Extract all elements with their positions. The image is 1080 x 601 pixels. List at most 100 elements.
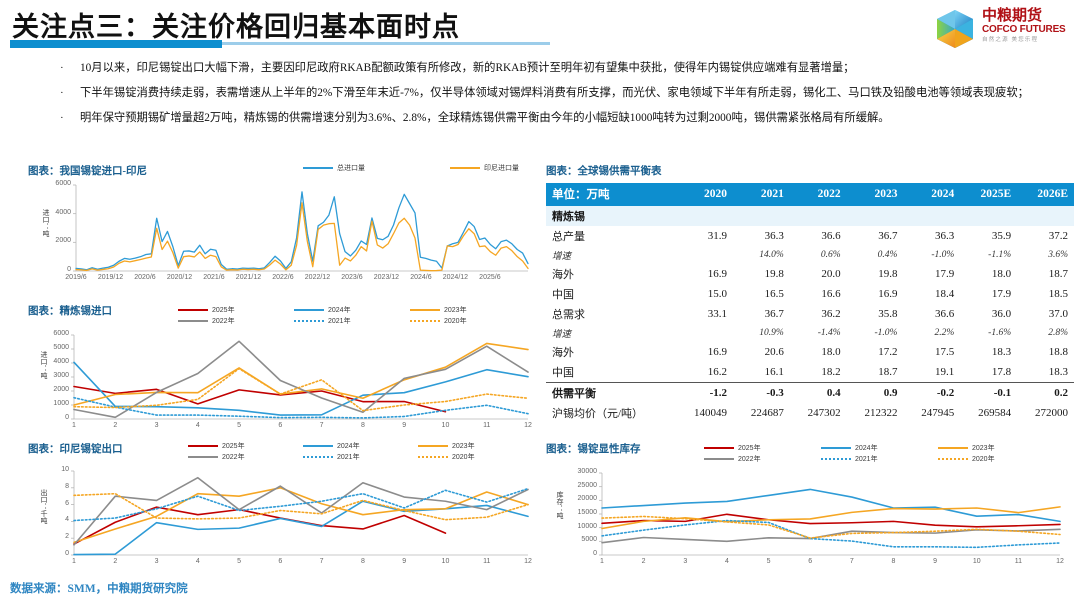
table-cell: 0.6% (820, 250, 841, 260)
table-row-label: 中国 (552, 367, 574, 379)
legend-item: 2024年 (294, 305, 410, 315)
y-axis-label: 出口：千吨 (40, 489, 47, 524)
y-tick-label: 6000 (55, 180, 71, 187)
table-cell: 224687 (750, 407, 784, 419)
y-tick-label: 8 (65, 482, 69, 490)
y-tick-label: 25000 (577, 481, 597, 489)
table-cell: 15.0 (707, 288, 727, 300)
legend-label: 2023年 (972, 445, 995, 452)
table-col-year: 2025E (960, 183, 1018, 206)
x-tick-label: 2024/6 (410, 274, 432, 281)
y-tick-label: 0 (65, 550, 69, 557)
list-item: · 10月以来，印尼锡锭出口大幅下滑，主要因印尼政府RKAB配额政策有所修改，新… (58, 59, 1064, 78)
x-tick-label: 10 (441, 558, 450, 565)
y-tick-label: 6000 (53, 330, 69, 337)
legend-label: 2021年 (855, 456, 878, 463)
table-cell: 247302 (807, 407, 841, 419)
chart-plot-area (71, 470, 529, 556)
legend-label: 2022年 (212, 318, 235, 325)
table-cell: 17.2 (878, 346, 898, 358)
legend-label: 2022年 (222, 454, 245, 461)
x-tick-label: 9 (402, 422, 407, 429)
x-tick-label: 8 (360, 558, 365, 565)
table-cell: 36.7 (764, 308, 784, 320)
table-cell: 35.9 (991, 230, 1012, 242)
legend-swatch (418, 456, 448, 458)
legend-item: 2021年 (303, 452, 418, 462)
series-line (601, 513, 1061, 528)
chart-canvas-import-indonesia: 总进口量 印尼进口量 进口：吨 0 2000 4000 6000 2019/6 2019/12 2… (28, 163, 536, 295)
table-cell: 18.0 (991, 268, 1012, 280)
chart-canvas-refined-tin-import: 2025年 2024年 2023年 2022年 2021年 2020年 进口：吨 0 1000 2… (28, 303, 536, 441)
table-cell: 2.2% (934, 328, 955, 338)
table-cell: -1.6% (988, 328, 1012, 338)
y-tick-label: 4 (65, 516, 69, 524)
chart-panel-import-indonesia: 图表：我国锡锭进口-印尼 总进口量 印尼进口量 进口：吨 0 2000 4000 6000 2… (28, 163, 536, 295)
series-line (601, 488, 1061, 523)
legend-swatch (303, 456, 333, 458)
chart-legend: 2025年 2024年 2023年 2022年 2021年 2020年 (188, 441, 533, 462)
legend-label: 2020年 (444, 318, 467, 325)
series-line (73, 492, 529, 521)
legend-swatch (704, 457, 734, 461)
series-line (73, 487, 529, 544)
legend-label: 总进口量 (337, 165, 365, 172)
legend-swatch (178, 308, 208, 312)
table-title: 图表：全球锡供需平衡表 (546, 166, 662, 177)
table-cell: 16.9 (707, 268, 727, 280)
table-cell: 272000 (1035, 407, 1068, 419)
table-row: 海外 16.9 19.8 20.0 19.8 17.9 18.0 18.7 (546, 264, 1074, 284)
x-tick-label: 2022/6 (272, 274, 294, 281)
legend-swatch (410, 308, 440, 312)
table-cell: 18.0 (821, 346, 841, 358)
y-tick-label: 2 (65, 533, 69, 541)
table-row: 海外 16.9 20.6 18.0 17.2 17.5 18.3 18.8 (546, 342, 1074, 362)
table-cell: 37.2 (1048, 230, 1068, 242)
chart-title: 图表：锡锭显性库存 (546, 444, 641, 455)
slide-header: 关注点三：关注价格回归基本面时点 (0, 0, 1080, 52)
table-cell: -1.4% (817, 328, 841, 338)
table-cell: 16.9 (878, 288, 898, 300)
legend-swatch (294, 308, 324, 312)
x-tick-label: 2 (113, 422, 118, 429)
logo-cn-name: 中粮期货 (982, 8, 1043, 24)
series-line (73, 487, 529, 522)
table-cell: 18.7 (1048, 268, 1068, 280)
table-cell: 17.9 (991, 288, 1012, 300)
x-tick-label: 2 (113, 558, 118, 565)
table-cell: -0.2 (903, 382, 961, 403)
y-tick-label: 10 (61, 466, 69, 473)
table-cell: 31.9 (707, 230, 727, 242)
x-tick-label: 3 (683, 558, 688, 565)
x-tick-label: 3 (154, 422, 159, 429)
cofco-cube-icon (934, 8, 976, 50)
x-tick-label: 11 (483, 558, 491, 565)
table-cell: 35.8 (878, 308, 898, 320)
table-cell: 36.3 (764, 230, 784, 242)
series-line (73, 385, 447, 413)
legend-item: 2022年 (178, 316, 294, 326)
legend-swatch (938, 458, 968, 460)
legend-label: 2024年 (855, 445, 878, 452)
global-tin-balance-table: 单位：万吨 2020 2021 2022 2023 2024 2025E 2026E 精炼锡总… (546, 183, 1074, 423)
logo-tagline: 自然之源 美您乐程 (982, 37, 1039, 43)
x-tick-label: 2023/12 (373, 274, 400, 281)
y-tick-label: 10000 (577, 522, 597, 530)
table-cell: 16.1 (764, 366, 784, 378)
bullet-marker-icon: · (60, 87, 64, 99)
x-tick-label: 8 (360, 422, 365, 429)
table-cell: 16.5 (764, 288, 784, 300)
table-cell: 36.2 (821, 308, 841, 320)
table-header-row: 单位：万吨 2020 2021 2022 2023 2024 2025E 2026E (546, 183, 1074, 206)
table-cell: -1.2 (676, 382, 733, 403)
legend-label: 2021年 (337, 454, 360, 461)
legend-label: 2025年 (212, 307, 235, 314)
table-cell: 36.6 (821, 230, 841, 242)
list-item: · 下半年锡锭消费持续走弱，表需增速从上半年的2%下滑至年末近-7%，仅半导体领… (58, 84, 1064, 103)
x-tick-label: 2021/12 (235, 274, 262, 281)
bullet-text: 下半年锡锭消费持续走弱，表需增速从上半年的2%下滑至年末近-7%，仅半导体领域对… (80, 87, 1029, 99)
series-line (75, 202, 529, 272)
table-row-label: 增速 (552, 252, 572, 262)
table-cell: 18.8 (1048, 346, 1068, 358)
legend-item: 2025年 (178, 305, 294, 315)
